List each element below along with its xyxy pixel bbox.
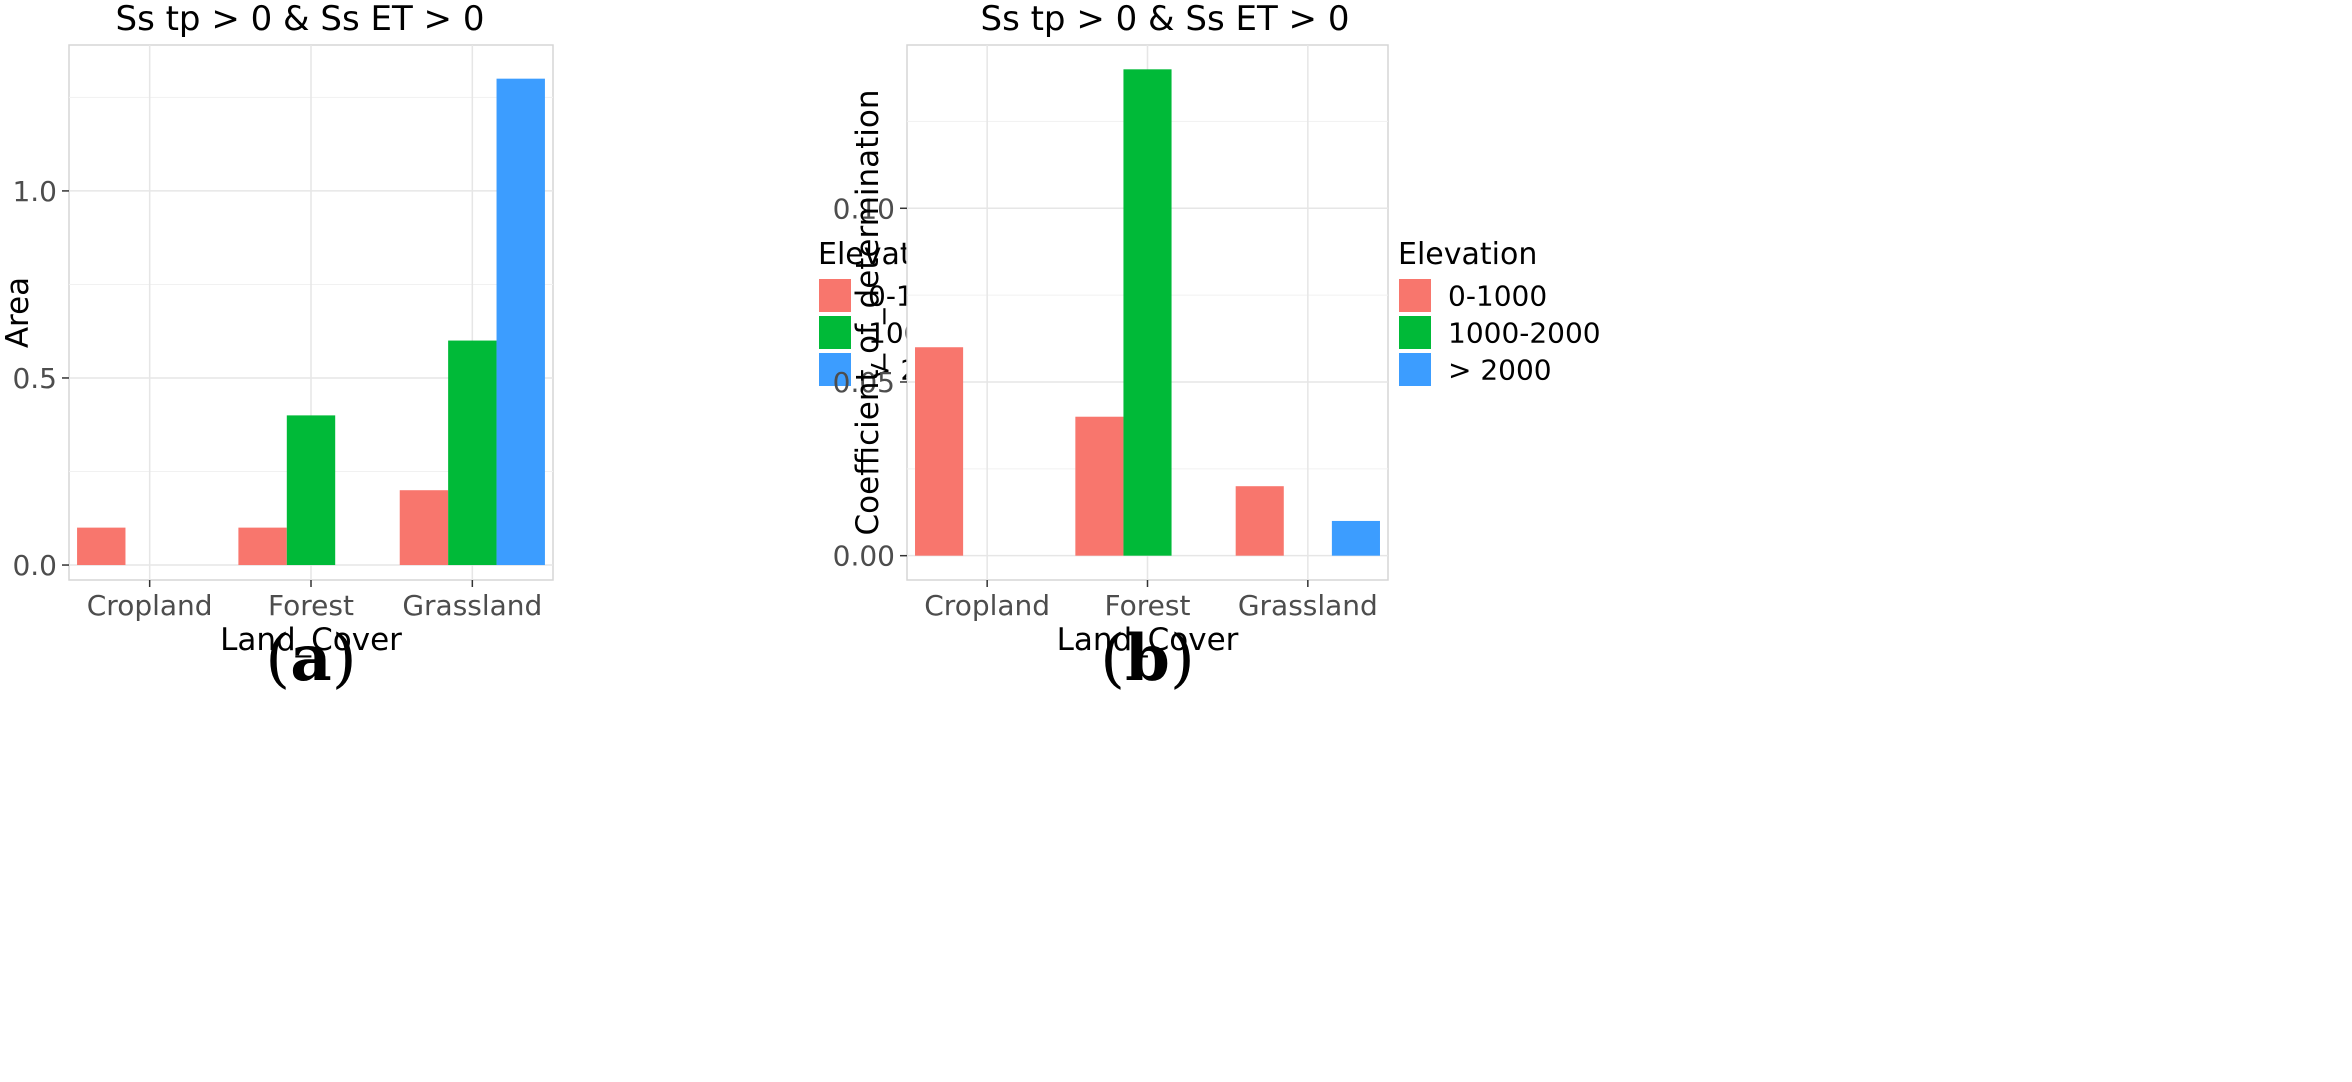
chart-panel-a: 0.0 0.5 1.0 Cropland Forest Grassland Ss tp > … <box>0 0 1021 696</box>
legend-key-2 <box>819 353 851 386</box>
y-tick-label: 0.05 <box>833 366 895 399</box>
legend-label-2: > 2000 <box>1448 354 1552 387</box>
chart-panel-b: 0.00 0.05 0.10 Cropland Forest Grassland Ss tp… <box>833 0 1601 696</box>
x-axis-title: Land_Cover <box>220 622 402 658</box>
x-tick-label: Forest <box>268 589 354 622</box>
chart-title: Ss tp > 0 & Ss ET > 0 <box>981 0 1350 39</box>
legend-key-1 <box>1399 316 1431 349</box>
x-axis-title: Land_Cover <box>1057 622 1239 658</box>
legend-key-0 <box>1399 279 1431 312</box>
panel-label-letter: b <box>1125 621 1170 696</box>
legend-key-0 <box>819 279 851 312</box>
bar-01000-cropland <box>915 347 964 556</box>
y-tick-label: 1.0 <box>12 175 57 208</box>
x-tick-label: Grassland <box>402 589 542 622</box>
x-tick-label: Cropland <box>87 589 213 622</box>
y-tick-label: 0.5 <box>12 362 57 395</box>
legend: Elevation 0-1000 1000-2000 > 2000 <box>1398 237 1601 387</box>
panel-label-letter: a <box>290 621 331 696</box>
y-tick-label: 0.10 <box>833 192 895 225</box>
bar-01000-grassland <box>1235 486 1284 556</box>
x-tick-label: Cropland <box>924 589 1050 622</box>
legend-key-2 <box>1399 353 1431 386</box>
bar-01000-cropland <box>77 527 126 566</box>
bar-10002000-forest <box>286 415 336 566</box>
y-tick-label: 0.0 <box>12 549 57 582</box>
y-tick-label: 0.00 <box>833 540 895 573</box>
bar-2000-grassland <box>496 78 545 566</box>
legend-label-0: 0-1000 <box>1448 280 1547 313</box>
x-tick-label: Grassland <box>1238 589 1378 622</box>
legend-label-1: 1000-2000 <box>1448 317 1601 350</box>
y-axis-title: Area <box>0 277 36 348</box>
panel-label: (a) <box>265 621 356 696</box>
bar-01000-forest <box>1075 416 1124 556</box>
bar-01000-forest <box>238 527 287 566</box>
legend-key-1 <box>819 316 851 349</box>
panel-label: (b) <box>1100 621 1195 696</box>
chart-title: Ss tp > 0 & Ss ET > 0 <box>116 0 485 39</box>
x-tick-label: Forest <box>1105 589 1191 622</box>
bar-10002000-forest <box>1123 69 1172 556</box>
bar-10002000-grassland <box>448 340 497 566</box>
bar-01000-grassland <box>399 490 449 566</box>
bar-2000-grassland <box>1331 520 1380 556</box>
legend-title: Elevation <box>1398 237 1537 272</box>
y-axis-title: Coefficient_of_determination <box>850 89 886 535</box>
